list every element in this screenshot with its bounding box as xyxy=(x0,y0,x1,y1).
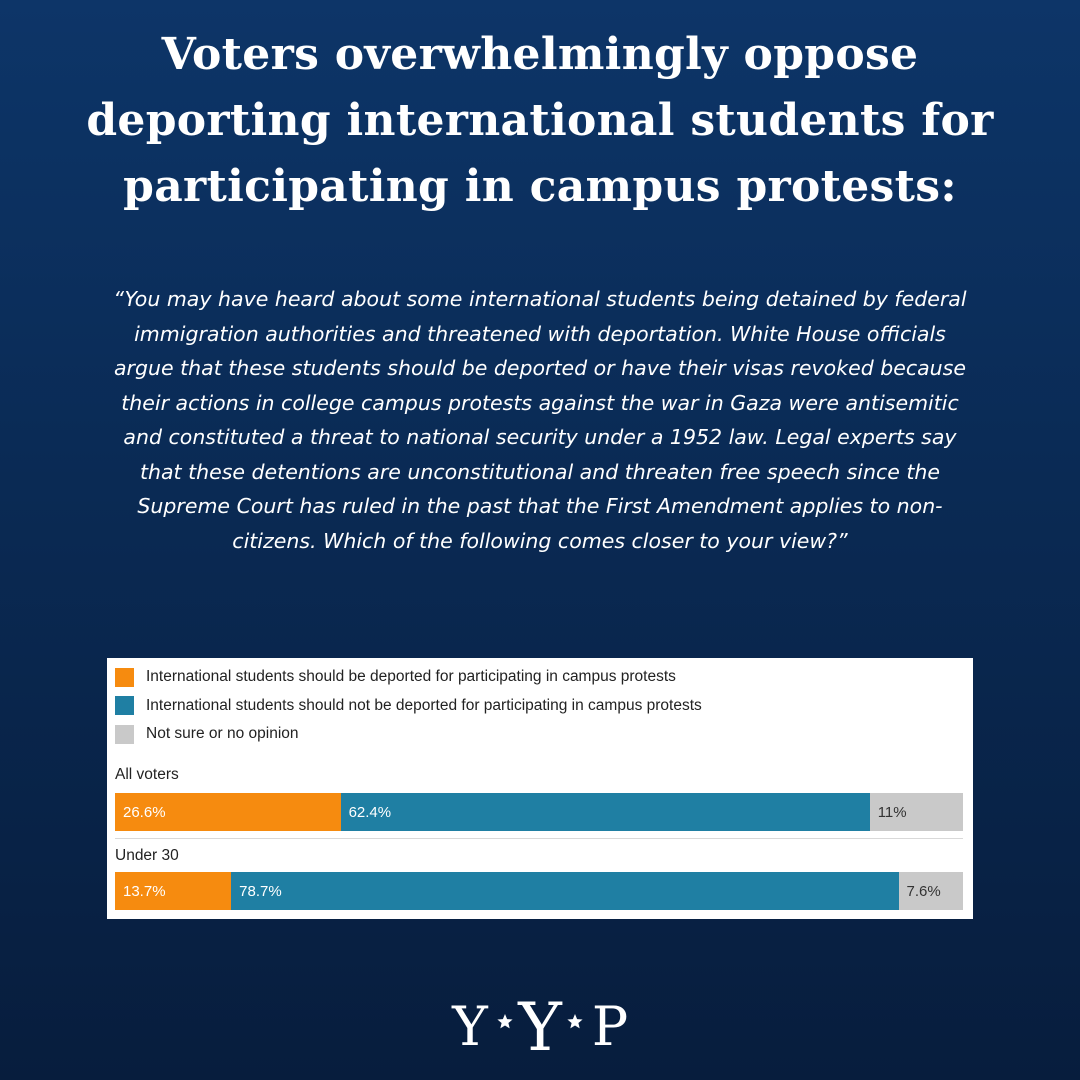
legend-label-deported: International students should be deporte… xyxy=(146,668,676,685)
logo-letter-y-center: Y xyxy=(517,989,563,1058)
legend-item-not-deported: International students should not be dep… xyxy=(115,696,702,716)
legend-label-not-sure: Not sure or no opinion xyxy=(146,725,299,742)
logo-letter-p: P xyxy=(592,995,628,1058)
chart-card: International students should be deporte… xyxy=(107,658,973,919)
yyp-logo: Y Y P xyxy=(451,989,628,1058)
page-title: Voters overwhelmingly oppose deporting i… xyxy=(86,29,994,212)
bar-segment-under-30-deported: 13.7% xyxy=(115,872,232,910)
bar-segment-all-voters-not-sure: 11% xyxy=(869,793,963,831)
bar-all-voters: 26.6% 62.4% 11% xyxy=(115,793,963,831)
legend-item-deported: International students should be deporte… xyxy=(115,667,676,687)
category-label-all-voters: All voters xyxy=(115,766,179,783)
star-icon xyxy=(497,1014,513,1029)
category-label-under-30: Under 30 xyxy=(115,847,179,864)
legend-swatch-not-deported xyxy=(115,696,134,715)
bar-segment-all-voters-deported: 26.6% xyxy=(115,793,341,831)
bar-under-30: 13.7% 78.7% 7.6% xyxy=(115,872,963,910)
logo-letter-y-left: Y xyxy=(451,995,489,1058)
bar-segment-under-30-not-sure: 7.6% xyxy=(898,872,963,910)
survey-question: “You may have heard about some internati… xyxy=(113,287,967,553)
legend-swatch-not-sure xyxy=(115,724,134,744)
legend-swatch-deported xyxy=(115,667,134,687)
group-divider xyxy=(115,838,963,839)
star-icon xyxy=(567,1014,583,1029)
bar-segment-all-voters-not-deported: 62.4% xyxy=(340,793,870,831)
bar-segment-under-30-not-deported: 78.7% xyxy=(231,872,899,910)
legend-item-not-sure: Not sure or no opinion xyxy=(115,724,299,744)
legend-label-not-deported: International students should not be dep… xyxy=(146,696,702,714)
